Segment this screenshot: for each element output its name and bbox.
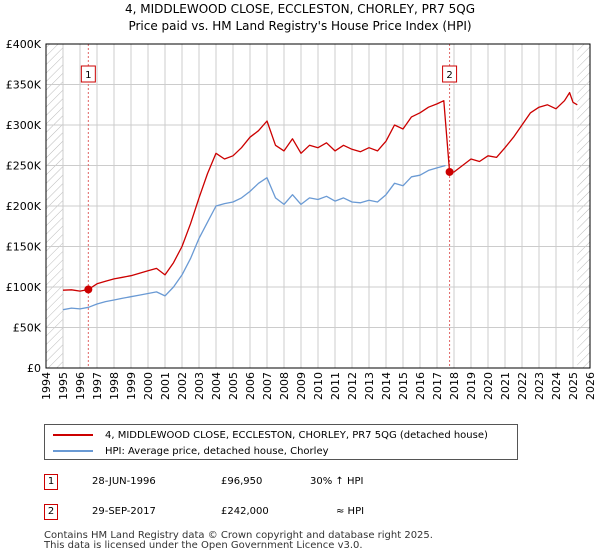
x-tick-label: 2012 <box>346 372 359 400</box>
x-tick-label: 2017 <box>431 372 444 400</box>
sale-row: 2 29-SEP-2017 £242,000 ≈ HPI <box>44 504 564 524</box>
sale-row: 1 28-JUN-1996 £96,950 30% ↑ HPI <box>44 474 564 494</box>
y-tick-label: £300K <box>6 119 42 132</box>
x-tick-label: 2019 <box>465 372 478 400</box>
legend-label-hpi: HPI: Average price, detached house, Chor… <box>105 446 329 457</box>
sale-point <box>84 285 92 293</box>
x-tick-label: 2023 <box>533 372 546 400</box>
legend-swatch-hpi <box>53 450 93 452</box>
sale-marker-label: 1 <box>85 70 91 81</box>
x-tick-label: 2010 <box>312 372 325 400</box>
sale-price: £242,000 <box>221 506 269 517</box>
x-tick-label: 2011 <box>329 372 342 400</box>
legend-label-price: 4, MIDDLEWOOD CLOSE, ECCLESTON, CHORLEY,… <box>105 430 488 441</box>
x-tick-label: 2004 <box>210 372 223 400</box>
x-tick-label: 2025 <box>567 372 580 400</box>
sale-hpi-diff: ≈ HPI <box>336 506 364 517</box>
x-tick-label: 2014 <box>380 372 393 400</box>
footer: Contains HM Land Registry data © Crown c… <box>44 531 433 551</box>
legend-item-hpi: HPI: Average price, detached house, Chor… <box>53 444 329 458</box>
x-tick-label: 2002 <box>176 372 189 400</box>
legend-item-price: 4, MIDDLEWOOD CLOSE, ECCLESTON, CHORLEY,… <box>53 428 488 442</box>
footer-licence: This data is licensed under the Open Gov… <box>44 541 433 551</box>
x-tick-label: 2006 <box>244 372 257 400</box>
x-tick-label: 2007 <box>261 372 274 400</box>
x-tick-label: 2000 <box>142 372 155 400</box>
price-paid-line <box>63 93 577 292</box>
sale-marker-label: 2 <box>446 70 452 81</box>
y-tick-label: £350K <box>6 79 42 92</box>
x-tick-label: 2015 <box>397 372 410 400</box>
y-tick-label: £50K <box>13 322 42 335</box>
y-tick-label: £100K <box>6 281 42 294</box>
y-tick-label: £150K <box>6 241 42 254</box>
x-tick-label: 1997 <box>91 372 104 400</box>
price-chart: 1 2 £0 £50K £100K £150K £200K £250K £300K £350K £… <box>0 0 600 420</box>
sale-point <box>446 168 454 176</box>
sale-marker-badge: 1 <box>44 474 58 490</box>
legend: 4, MIDDLEWOOD CLOSE, ECCLESTON, CHORLEY,… <box>44 424 518 460</box>
x-tick-label: 2005 <box>227 372 240 400</box>
sale-date: 28-JUN-1996 <box>92 476 156 487</box>
x-tick-label: 1994 <box>40 372 53 400</box>
y-tick-label: £400K <box>6 38 42 51</box>
sale-hpi-diff: 30% ↑ HPI <box>310 476 363 487</box>
y-tick-label: £250K <box>6 160 42 173</box>
y-tick-label: £0 <box>27 362 41 375</box>
x-tick-label: 2009 <box>295 372 308 400</box>
sale-date: 29-SEP-2017 <box>92 506 156 517</box>
x-tick-label: 2003 <box>193 372 206 400</box>
x-tick-label: 2018 <box>448 372 461 400</box>
x-tick-label: 2022 <box>516 372 529 400</box>
x-tick-label: 1999 <box>125 372 138 400</box>
sale-marker-badge: 2 <box>44 504 58 520</box>
x-tick-label: 2020 <box>482 372 495 400</box>
y-tick-label: £200K <box>6 200 42 213</box>
x-tick-label: 2008 <box>278 372 291 400</box>
legend-swatch-price <box>53 434 93 436</box>
sale-price: £96,950 <box>221 476 262 487</box>
x-tick-label: 2013 <box>363 372 376 400</box>
x-tick-label: 1996 <box>74 372 87 400</box>
x-tick-label: 1995 <box>57 372 70 400</box>
x-tick-label: 2021 <box>499 372 512 400</box>
x-tick-label: 2024 <box>550 372 563 400</box>
x-tick-label: 2016 <box>414 372 427 400</box>
x-tick-label: 2001 <box>159 372 172 400</box>
x-tick-label: 1998 <box>108 372 121 400</box>
hpi-line <box>63 166 446 310</box>
x-tick-label: 2026 <box>584 372 597 400</box>
